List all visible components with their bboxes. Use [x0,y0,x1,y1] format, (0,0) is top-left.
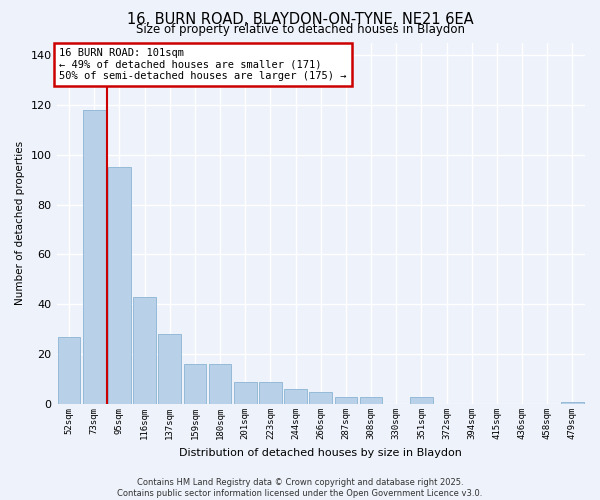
Bar [184,364,206,404]
Bar [209,364,232,404]
Bar [234,382,257,404]
Bar [259,382,282,404]
Bar [83,110,106,404]
Bar [410,396,433,404]
Bar [335,396,357,404]
Text: Contains HM Land Registry data © Crown copyright and database right 2025.
Contai: Contains HM Land Registry data © Crown c… [118,478,482,498]
Text: 16 BURN ROAD: 101sqm
← 49% of detached houses are smaller (171)
50% of semi-deta: 16 BURN ROAD: 101sqm ← 49% of detached h… [59,48,347,81]
Y-axis label: Number of detached properties: Number of detached properties [15,142,25,306]
Bar [284,389,307,404]
Bar [133,297,156,404]
Bar [310,392,332,404]
Bar [360,396,382,404]
Text: 16, BURN ROAD, BLAYDON-ON-TYNE, NE21 6EA: 16, BURN ROAD, BLAYDON-ON-TYNE, NE21 6EA [127,12,473,28]
Bar [561,402,584,404]
Bar [58,337,80,404]
Bar [158,334,181,404]
Bar [108,167,131,404]
X-axis label: Distribution of detached houses by size in Blaydon: Distribution of detached houses by size … [179,448,462,458]
Text: Size of property relative to detached houses in Blaydon: Size of property relative to detached ho… [136,22,464,36]
